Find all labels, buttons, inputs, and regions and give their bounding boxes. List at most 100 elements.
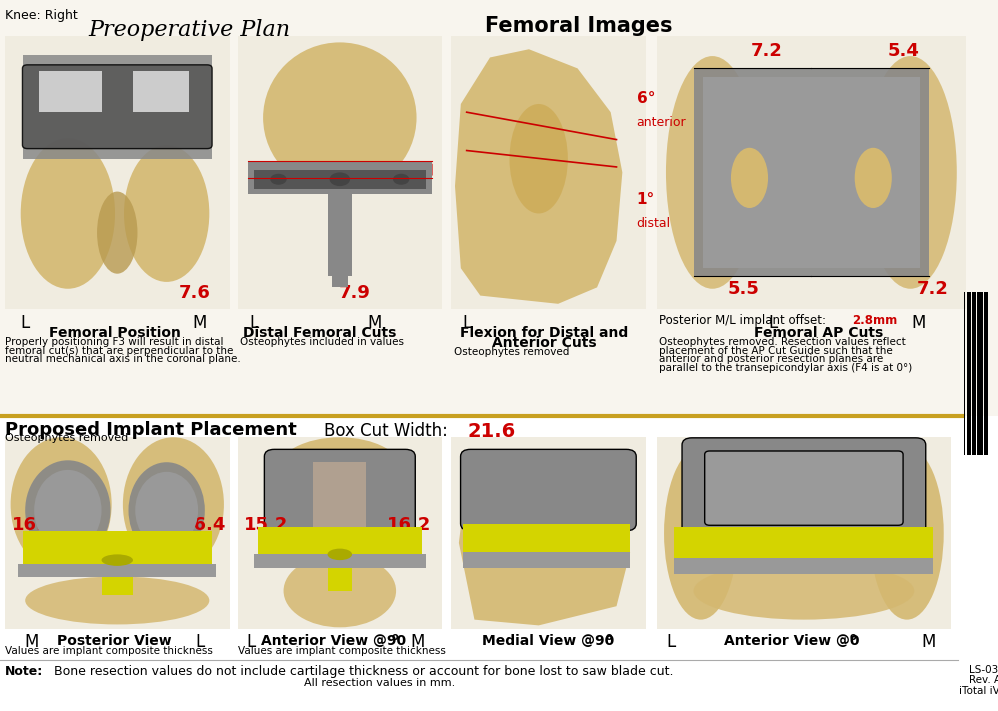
- Text: Proposed Implant Placement: Proposed Implant Placement: [5, 421, 296, 439]
- Text: Posterior View: Posterior View: [58, 634, 172, 648]
- Text: 16.4: 16.4: [182, 515, 226, 534]
- Text: 16.4: 16.4: [12, 515, 56, 534]
- Ellipse shape: [854, 148, 892, 208]
- Text: Medial View @90: Medial View @90: [482, 634, 614, 648]
- Text: Values are implant composite thickness: Values are implant composite thickness: [238, 646, 445, 656]
- Bar: [327, 552, 352, 591]
- Text: iTotal iView PS v1: iTotal iView PS v1: [959, 686, 998, 696]
- Text: 7.9: 7.9: [338, 284, 370, 302]
- Text: placement of the AP Cut Guide such that the: placement of the AP Cut Guide such that …: [659, 346, 892, 356]
- Ellipse shape: [666, 56, 758, 289]
- Text: L: L: [250, 314, 259, 332]
- Bar: [694, 68, 929, 277]
- Text: Anterior Cuts: Anterior Cuts: [492, 336, 596, 351]
- Text: L: L: [195, 633, 205, 651]
- Text: L: L: [247, 633, 256, 651]
- Text: LS-0362: LS-0362: [969, 665, 998, 675]
- Bar: [257, 528, 421, 556]
- Text: M: M: [410, 633, 424, 651]
- Bar: [39, 71, 102, 112]
- Bar: [253, 555, 426, 568]
- Text: Flexion for Distal and: Flexion for Distal and: [460, 326, 628, 340]
- Ellipse shape: [21, 138, 115, 289]
- Text: 7.6: 7.6: [179, 284, 211, 302]
- Bar: [463, 552, 630, 568]
- Ellipse shape: [664, 447, 738, 620]
- FancyBboxPatch shape: [682, 438, 926, 537]
- Bar: [463, 523, 630, 556]
- Bar: [23, 531, 212, 566]
- FancyBboxPatch shape: [22, 65, 212, 149]
- Ellipse shape: [327, 549, 352, 560]
- Text: distal: distal: [637, 217, 671, 230]
- Polygon shape: [455, 49, 623, 304]
- Text: 5.5: 5.5: [728, 279, 759, 298]
- Text: Anterior View @0: Anterior View @0: [724, 634, 859, 648]
- Text: M: M: [367, 314, 381, 332]
- Bar: [102, 560, 133, 594]
- Ellipse shape: [25, 577, 210, 624]
- Bar: [657, 437, 951, 629]
- Ellipse shape: [694, 562, 914, 619]
- Ellipse shape: [34, 470, 102, 550]
- Ellipse shape: [270, 173, 286, 185]
- Ellipse shape: [102, 555, 133, 566]
- Text: All resection values in mm.: All resection values in mm.: [303, 678, 455, 688]
- Bar: [0, 0, 998, 416]
- Bar: [703, 77, 919, 268]
- Text: M: M: [911, 314, 925, 332]
- Ellipse shape: [731, 148, 768, 208]
- Bar: [133, 71, 190, 112]
- Text: femoral cut(s) that are perpendicular to the: femoral cut(s) that are perpendicular to…: [5, 346, 234, 356]
- Ellipse shape: [135, 472, 198, 549]
- Bar: [451, 437, 646, 629]
- Text: 6°: 6°: [637, 90, 656, 106]
- Ellipse shape: [123, 437, 224, 572]
- Text: Properly positioning F3 will result in distal: Properly positioning F3 will result in d…: [5, 337, 224, 347]
- Bar: [248, 161, 432, 194]
- Ellipse shape: [393, 173, 409, 185]
- Text: Values are implant composite thickness: Values are implant composite thickness: [5, 646, 213, 656]
- FancyBboxPatch shape: [705, 451, 903, 525]
- Text: L: L: [462, 314, 472, 332]
- Ellipse shape: [11, 437, 112, 572]
- Text: Femoral AP Cuts: Femoral AP Cuts: [753, 326, 883, 340]
- Text: Rev. A: Rev. A: [969, 675, 998, 685]
- Text: 21.6: 21.6: [467, 422, 515, 442]
- Text: 7.2: 7.2: [750, 42, 782, 60]
- Bar: [18, 564, 216, 577]
- Text: Knee: Right: Knee: Right: [5, 9, 78, 21]
- Text: Preoperative Plan: Preoperative Plan: [89, 19, 290, 41]
- Text: Osteophytes removed: Osteophytes removed: [454, 347, 570, 357]
- Ellipse shape: [263, 43, 416, 193]
- Text: parallel to the transepicondylar axis (F4 is at 0°): parallel to the transepicondylar axis (F…: [659, 363, 912, 373]
- Bar: [327, 189, 352, 277]
- Text: o: o: [849, 632, 856, 642]
- Text: 2.8mm: 2.8mm: [852, 314, 897, 327]
- Bar: [0, 416, 998, 711]
- Text: o: o: [391, 632, 398, 642]
- Text: anterior: anterior: [637, 116, 687, 129]
- Bar: [675, 528, 933, 560]
- Text: Bone resection values do not include cartilage thickness or account for bone los: Bone resection values do not include car…: [54, 665, 674, 678]
- Bar: [23, 55, 212, 159]
- Text: 16.2: 16.2: [387, 515, 431, 534]
- Text: Osteophytes included in values: Osteophytes included in values: [240, 337, 403, 347]
- Bar: [5, 437, 230, 629]
- Ellipse shape: [329, 173, 350, 186]
- Bar: [331, 265, 348, 287]
- FancyBboxPatch shape: [460, 449, 637, 530]
- Bar: [675, 558, 933, 574]
- Text: Femoral Position: Femoral Position: [49, 326, 181, 340]
- Text: Osteophytes removed: Osteophytes removed: [5, 433, 128, 443]
- Text: 7.2: 7.2: [917, 279, 949, 298]
- Text: Note:: Note:: [5, 665, 43, 678]
- Ellipse shape: [124, 145, 210, 282]
- Ellipse shape: [25, 460, 111, 560]
- Bar: [657, 36, 966, 309]
- Ellipse shape: [509, 104, 568, 213]
- Text: Box Cut Width:: Box Cut Width:: [324, 422, 453, 440]
- Ellipse shape: [129, 462, 205, 558]
- Text: M: M: [921, 633, 935, 651]
- Text: 5.4: 5.4: [887, 42, 919, 60]
